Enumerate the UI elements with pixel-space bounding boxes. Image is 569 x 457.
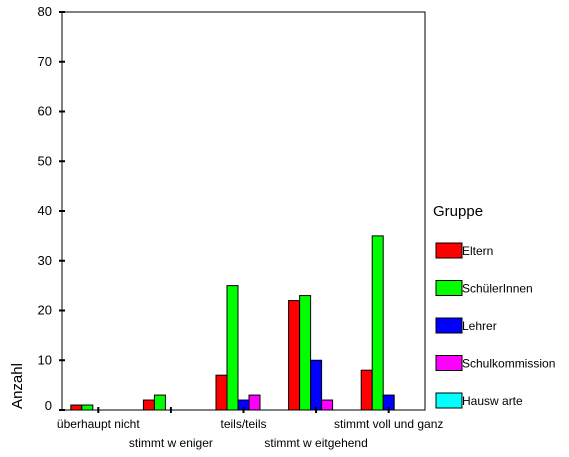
legend-swatch — [435, 242, 463, 259]
bars — [70, 235, 395, 411]
bar-eltern — [70, 404, 83, 411]
bar-eltern — [288, 300, 301, 411]
bar-schülerinnen — [81, 404, 94, 411]
bar-lehrer — [310, 359, 323, 411]
x-tick-label: stimmt w eitgehend — [264, 436, 367, 450]
y-tick-label: 0 — [45, 398, 52, 413]
y-tick-label: 60 — [38, 104, 52, 119]
x-tick-label: stimmt w eniger — [129, 436, 213, 450]
legend-swatch — [435, 355, 463, 371]
bar-schulkommission — [321, 399, 334, 411]
y-tick-label: 30 — [38, 253, 52, 268]
y-tick-label: 20 — [38, 303, 52, 318]
legend-label: Lehrer — [462, 319, 497, 333]
legend: Gruppe Eltern SchülerInnen Lehrer Schulkomm… — [433, 203, 555, 409]
x-tick-label: überhaupt nicht — [57, 417, 140, 431]
bar-eltern — [215, 374, 228, 411]
bar-eltern — [142, 399, 155, 411]
plot-area — [61, 11, 426, 411]
y-tick-label: 50 — [38, 153, 52, 168]
legend-swatch — [435, 392, 463, 409]
bar-schülerinnen — [226, 285, 239, 411]
bar-eltern — [360, 369, 373, 411]
y-axis-label: Anzahl — [9, 363, 26, 409]
y-tick-label: 80 — [38, 4, 52, 19]
bar-schülerinnen — [299, 295, 312, 411]
x-tick-label: stimmt voll und ganz — [334, 417, 443, 431]
y-tick-label: 70 — [38, 54, 52, 69]
legend-title: Gruppe — [433, 203, 483, 220]
legend-label: Hausw arte — [462, 394, 523, 408]
legend-swatch — [435, 280, 463, 296]
legend-swatch — [435, 317, 463, 334]
bar-schülerinnen — [371, 235, 384, 411]
legend-label: Schulkommission — [462, 357, 555, 371]
y-tick-label: 10 — [38, 352, 52, 367]
legend-label: SchülerInnen — [462, 282, 533, 296]
x-axis: überhaupt nicht stimmt w eniger teils/teil… — [57, 407, 443, 450]
legend-label: Eltern — [462, 244, 493, 258]
y-tick-label: 40 — [38, 203, 52, 218]
y-axis: 0 10 20 30 40 50 60 70 80 — [38, 4, 65, 413]
plot-frame — [61, 11, 426, 411]
bar-schulkommission — [248, 394, 261, 411]
bar-schülerinnen — [153, 394, 166, 411]
x-tick-label: teils/teils — [220, 417, 266, 431]
